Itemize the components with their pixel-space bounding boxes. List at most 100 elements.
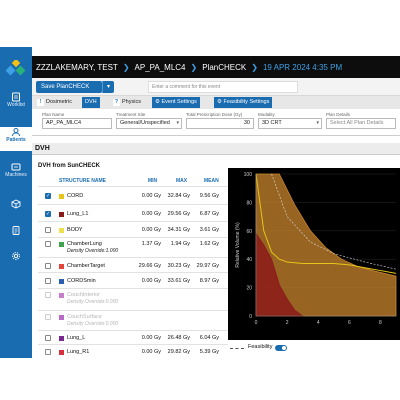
y-tick-label: 20 (246, 286, 252, 292)
structure-max: 29.82 Gy (167, 349, 190, 355)
structure-checkbox[interactable] (45, 241, 51, 247)
gear-icon: ⚙ (155, 99, 162, 105)
table-row[interactable]: CORD 0.00 Gy 32.84 Gy 9.56 Gy (38, 186, 228, 204)
tab-event-settings[interactable]: ⚙ Event Settings (152, 97, 200, 108)
sidebar: Worklist Patients Machines (0, 47, 32, 358)
structure-color-swatch (59, 350, 64, 355)
comment-input[interactable]: Enter a comment for this event (148, 81, 298, 93)
tab-dvh[interactable]: DVH (82, 97, 100, 108)
structure-density-override: Density Override:0.000 (67, 299, 119, 305)
plan-name-field: Plan Name AP_PA_MLC4 (42, 112, 112, 129)
structure-mean: 8.97 Gy (199, 278, 219, 284)
structure-color-swatch (59, 242, 64, 247)
tab-dosimetric[interactable]: ! Dosimetric (34, 97, 75, 108)
structure-min: 0.00 Gy (141, 211, 161, 217)
sidebar-item-machines[interactable]: Machines (0, 162, 32, 186)
structure-mean: 3.61 Gy (199, 227, 219, 233)
x-tick-label: 6 (348, 320, 351, 326)
plan-details-select[interactable]: Select All Plan Details (326, 118, 396, 129)
y-axis-label: Relative Volume (%) (235, 222, 241, 268)
structure-color-swatch (59, 194, 64, 199)
structure-name: Lung_L1 (67, 211, 89, 217)
structure-name: ChamberLung (67, 241, 102, 247)
y-tick-label: 60 (246, 229, 252, 235)
dvh-chart: 100 80 60 40 20 00 2 4 6 8 Relative Volume (%) (228, 168, 400, 340)
table-row[interactable]: ChamberTarget 29.66 Gy 30.23 Gy 29.97 Gy (38, 257, 228, 272)
structure-min: 29.66 Gy (138, 263, 161, 269)
x-tick-label: 8 (379, 320, 382, 326)
column-header-mean[interactable]: MEAN (204, 178, 219, 184)
x-tick-label: 0 (255, 320, 258, 326)
structure-mean: 5.39 Gy (199, 349, 219, 355)
structure-max: 26.48 Gy (167, 335, 190, 341)
app-logo (5, 60, 26, 82)
structure-color-swatch (59, 293, 64, 298)
structure-min: 0.00 Gy (141, 278, 161, 284)
sidebar-item-patients[interactable]: Patients (0, 127, 32, 151)
table-row[interactable]: BODY 0.00 Gy 34.31 Gy 3.61 Gy (38, 221, 228, 237)
structure-mean: 29.97 Gy (196, 263, 219, 269)
tab-physics[interactable]: ? Physics (113, 99, 141, 106)
modality-select[interactable]: 3D CRT ▾ (258, 118, 322, 129)
structure-checkbox[interactable] (45, 292, 51, 298)
tab-feasibility-settings[interactable]: ⚙ Feasibility Settings (214, 97, 273, 108)
sidebar-item-settings[interactable] (0, 251, 32, 265)
structure-name: CORD (67, 193, 84, 199)
save-plancheck-button[interactable]: Save PlanCHECK (36, 81, 102, 93)
structure-checkbox[interactable] (45, 227, 51, 233)
structure-checkbox[interactable] (45, 278, 51, 284)
patient-name[interactable]: ZZZLAKEMARY, TEST (36, 62, 118, 72)
plan-name-input[interactable]: AP_PA_MLC4 (42, 118, 112, 129)
structure-max: 34.31 Gy (167, 227, 190, 233)
sidebar-item-worklist[interactable]: Worklist (0, 92, 32, 118)
patients-icon (12, 128, 20, 137)
chevron-right-icon: ❯ (251, 62, 258, 72)
structure-max: 32.84 Gy (167, 193, 190, 199)
table-row[interactable]: Lung_R1 0.00 Gy 29.82 Gy 5.39 Gy (38, 344, 228, 357)
table-row[interactable]: Lung_L 0.00 Gy 26.48 Gy 6.04 Gy (38, 330, 228, 344)
feasibility-toggle[interactable] (275, 345, 287, 351)
tab-bar: ! Dosimetric DVH ? Physics ⚙ Event Setting… (32, 96, 400, 109)
module-name[interactable]: PlanCHECK (202, 62, 247, 72)
total-dose-input[interactable]: 30 (186, 118, 254, 129)
feasibility-line (271, 173, 397, 270)
structure-checkbox[interactable] (45, 335, 51, 341)
event-date: 19 APR 2024 4:35 PM (262, 62, 343, 72)
column-header-min[interactable]: MIN (148, 178, 158, 184)
structure-checkbox[interactable] (45, 263, 51, 269)
structure-checkbox[interactable] (45, 211, 51, 217)
table-row[interactable]: CouchInterior Density Override:0.000 (38, 288, 228, 310)
structure-max: 30.23 Gy (167, 263, 190, 269)
structure-density-override: Density Override:0.000 (67, 321, 119, 327)
structure-checkbox[interactable] (45, 193, 51, 199)
table-row[interactable]: CouchSurface Density Override:0.000 (38, 310, 228, 330)
x-tick-label: 4 (317, 320, 320, 326)
table-row[interactable]: Lung_L1 0.00 Gy 29.56 Gy 6.87 Gy (38, 204, 228, 221)
structure-checkbox[interactable] (45, 314, 51, 320)
column-header-max[interactable]: MAX (176, 178, 188, 184)
structure-mean: 6.87 Gy (199, 211, 219, 217)
feasibility-label: Feasibility (248, 344, 273, 350)
structure-mean: 9.56 Gy (199, 193, 219, 199)
structure-table-header: STRUCTURE NAME MIN MAX MEAN (38, 176, 228, 186)
x-tick-label: 2 (286, 320, 289, 326)
structure-color-swatch (59, 264, 64, 269)
structure-color-swatch (59, 212, 64, 217)
treatment-site-select[interactable]: General/Unspecified ▾ (116, 118, 182, 129)
sidebar-item-cube[interactable] (0, 199, 32, 213)
save-options-dropdown[interactable]: ▾ (102, 81, 114, 93)
table-row[interactable]: ChamberLung Density Override:1.000 1.37 Gy… (38, 237, 228, 257)
modality-field: Modality 3D CRT ▾ (258, 112, 322, 129)
structure-mean: 1.62 Gy (199, 241, 219, 247)
plan-fields: Plan Name AP_PA_MLC4 Treatment Site Gene… (32, 110, 400, 136)
plan-name[interactable]: AP_PA_MLC4 (134, 62, 186, 72)
gear-icon (12, 252, 20, 260)
table-row[interactable]: CORDSmin 0.00 Gy 33.61 Gy 8.97 Gy (38, 272, 228, 288)
structure-color-swatch (59, 336, 64, 341)
sidebar-item-clipboard[interactable] (0, 225, 32, 239)
structure-color-swatch (59, 228, 64, 233)
y-tick-label: 100 (244, 172, 253, 178)
structure-name: BODY (67, 227, 83, 233)
structure-checkbox[interactable] (45, 349, 51, 355)
toolbar: Save PlanCHECK ▾ Enter a comment for thi… (32, 78, 400, 96)
